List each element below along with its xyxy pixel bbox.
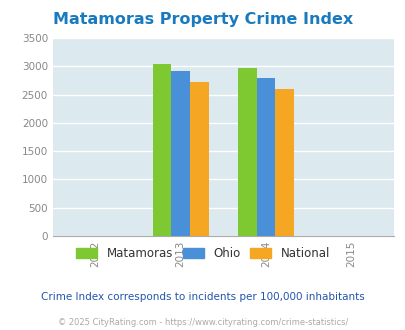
Bar xyxy=(171,71,190,236)
Bar xyxy=(275,89,293,236)
Bar xyxy=(237,69,256,236)
Text: Crime Index corresponds to incidents per 100,000 inhabitants: Crime Index corresponds to incidents per… xyxy=(41,292,364,302)
Text: Matamoras Property Crime Index: Matamoras Property Crime Index xyxy=(53,12,352,26)
Bar xyxy=(190,82,208,236)
Bar xyxy=(256,78,275,236)
Bar xyxy=(152,64,171,236)
Legend: Matamoras, Ohio, National: Matamoras, Ohio, National xyxy=(76,247,329,260)
Text: © 2025 CityRating.com - https://www.cityrating.com/crime-statistics/: © 2025 CityRating.com - https://www.city… xyxy=(58,318,347,327)
